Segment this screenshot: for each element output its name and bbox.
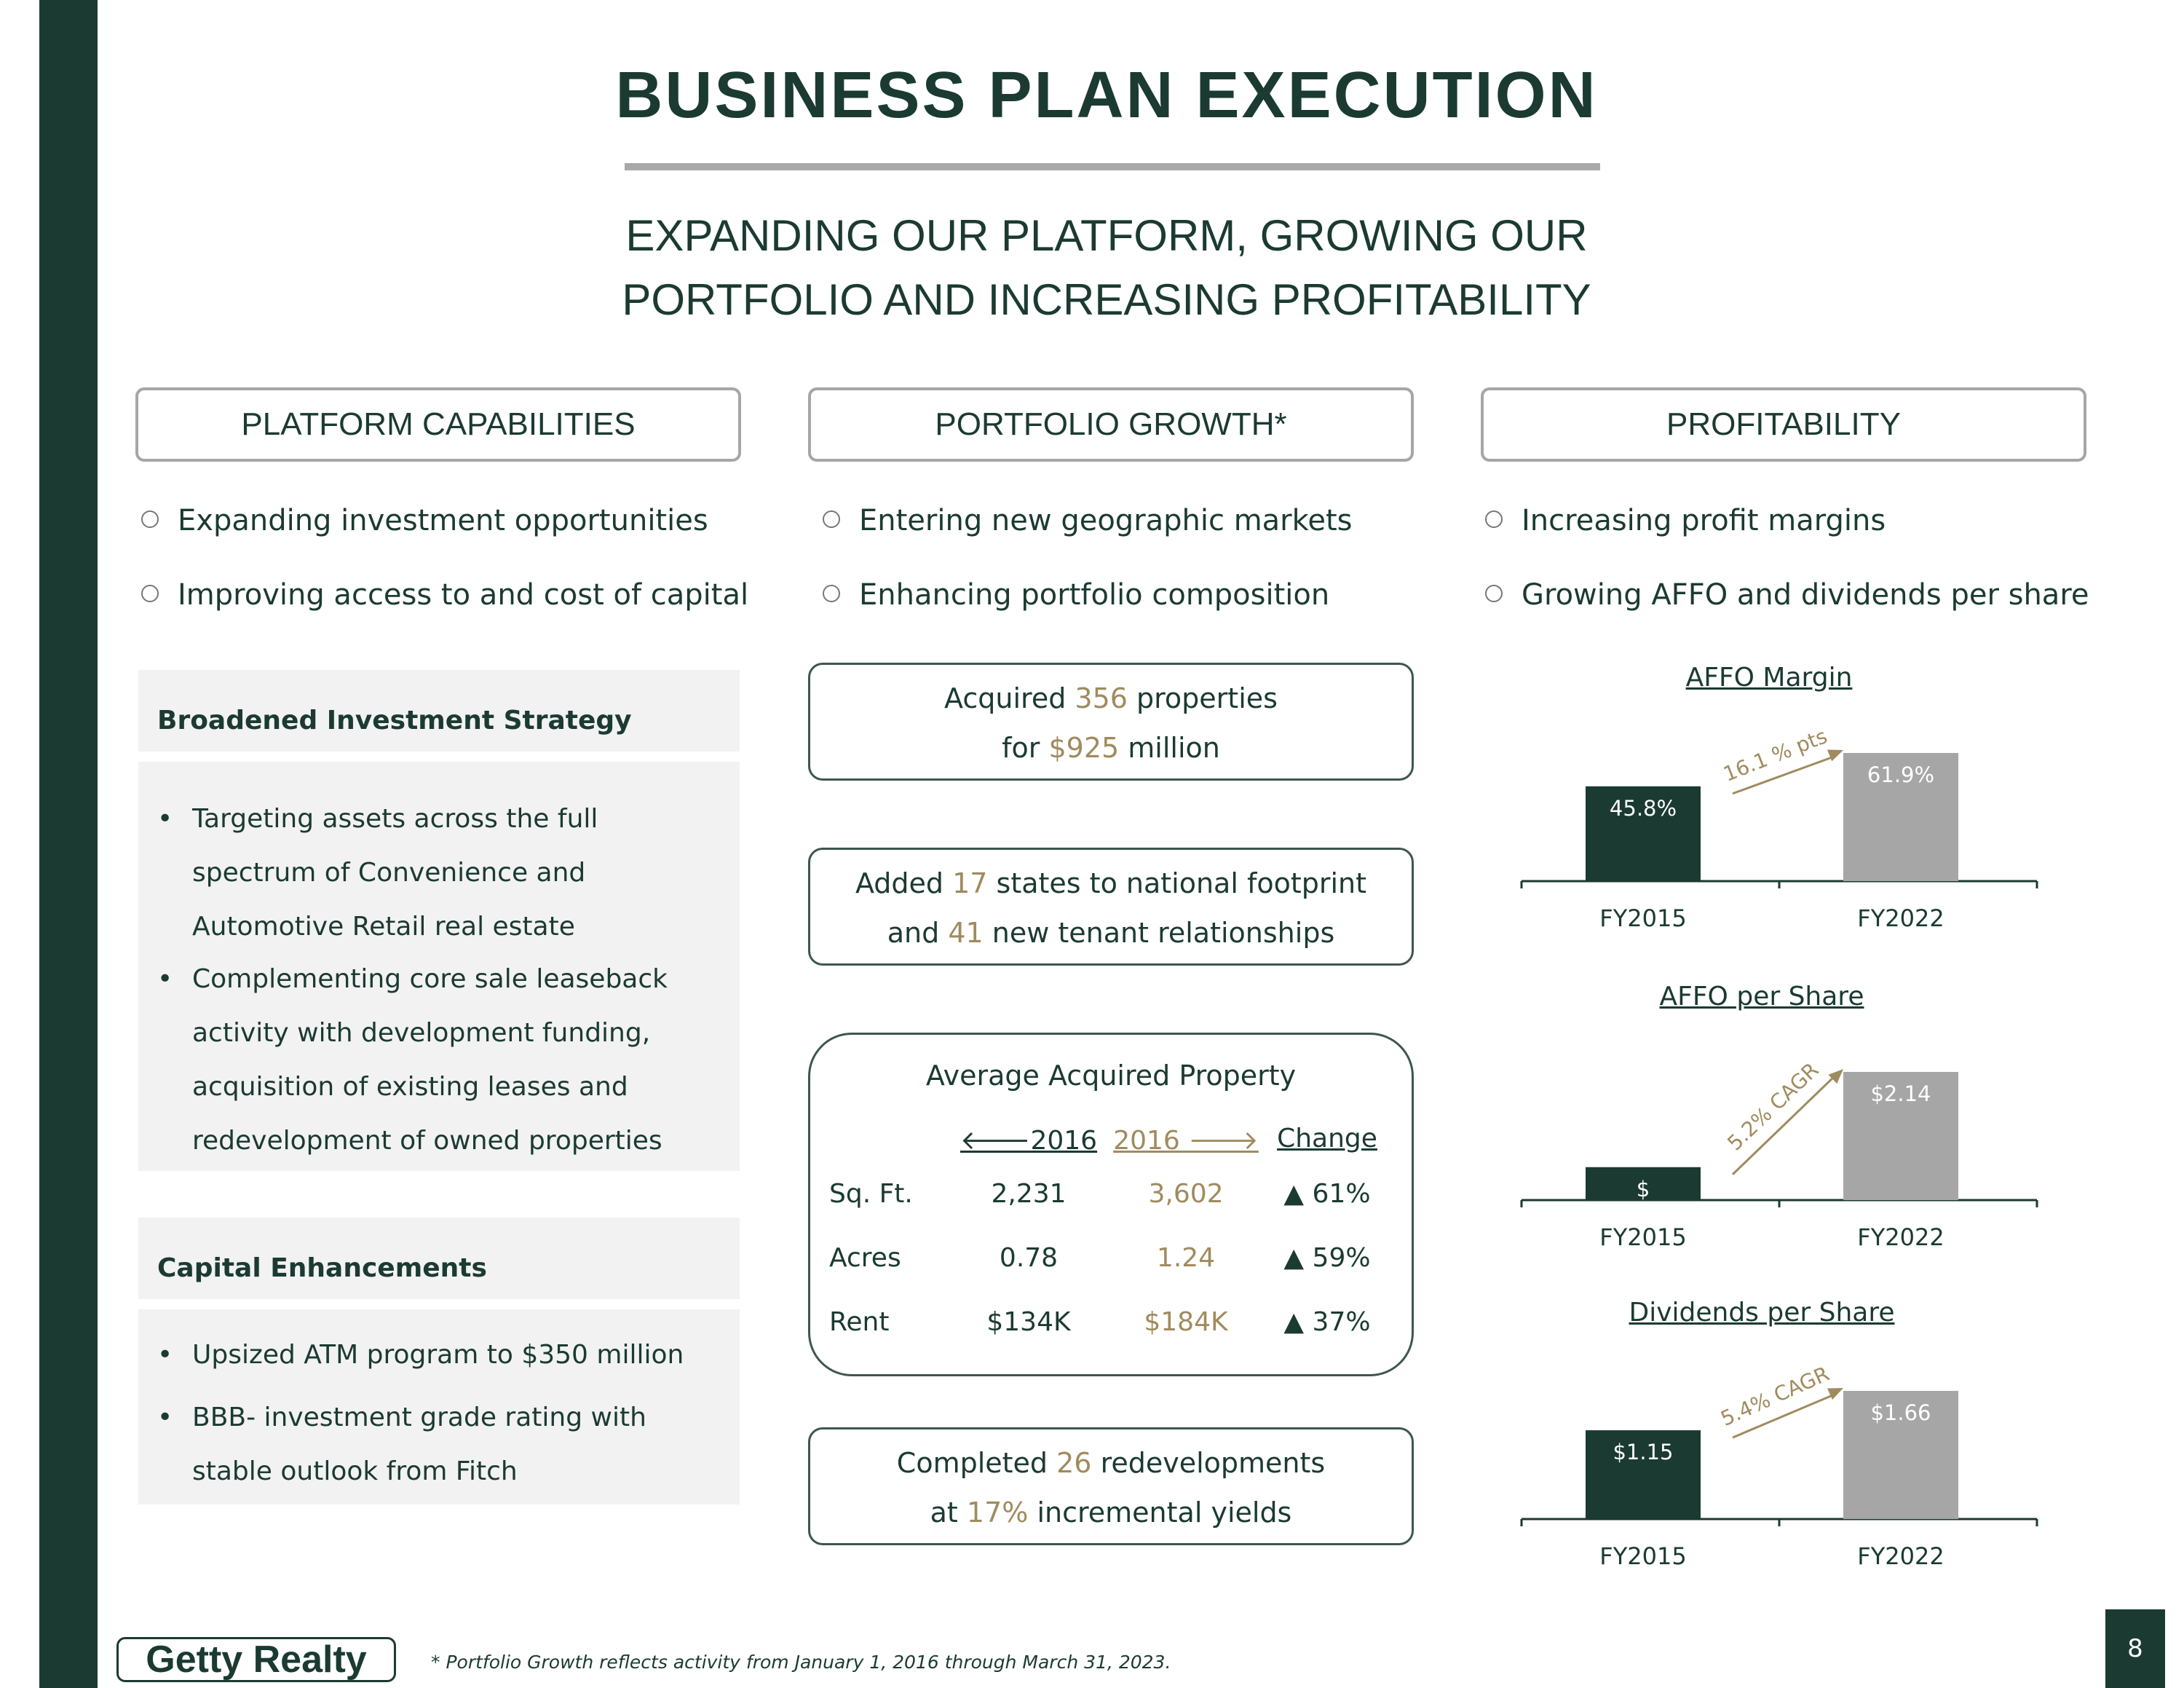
page-subtitle: EXPANDING OUR PLATFORM, GROWING OUR PORT… — [0, 204, 2184, 332]
capital-panel-heading: Capital Enhancements — [138, 1218, 740, 1299]
x-tick-label: FY2022 — [1857, 904, 1944, 932]
row-change: ▲ 59% — [1283, 1243, 1371, 1273]
page-title: BUSINESS PLAN EXECUTION — [615, 59, 1598, 132]
bullet-item: Expanding investment opportunities — [141, 504, 708, 537]
box-line-1: Added 17 states to national footprint — [855, 867, 1367, 899]
bar-fy2015 — [1586, 786, 1701, 881]
growth-arrow — [1732, 1392, 1837, 1439]
list-item: Upsized ATM program to $350 million — [157, 1328, 724, 1382]
capital-panel-body: Upsized ATM program to $350 million BBB-… — [138, 1309, 740, 1504]
circle-bullet-icon — [823, 510, 840, 528]
bar-fy2015 — [1586, 1167, 1701, 1200]
growth-arrow — [1732, 754, 1837, 795]
row-change: ▲ 61% — [1283, 1179, 1371, 1209]
getty-realty-logo: Getty Realty — [116, 1637, 396, 1682]
bar-label: $ — [1637, 1177, 1650, 1202]
growth-annotation: 5.2% CAGR — [1722, 1058, 1823, 1156]
row-value-before: $134K — [986, 1307, 1071, 1337]
chart-affo-per-share: $ FY2015 $2.14 FY2022 5.2% CAGR — [1520, 1058, 2038, 1251]
list-item: BBB- investment grade rating with stable… — [157, 1391, 724, 1499]
circle-bullet-icon — [1485, 585, 1503, 602]
row-label: Sq. Ft. — [829, 1179, 913, 1209]
list-item: Targeting assets across the full spectru… — [157, 792, 724, 954]
circle-bullet-icon — [141, 510, 159, 528]
subtitle-line-1: EXPANDING OUR PLATFORM, GROWING OUR — [625, 211, 1588, 260]
added-states-box: Added 17 states to national footprint an… — [808, 848, 1414, 966]
bar-fy2015 — [1586, 1430, 1701, 1519]
row-value-before: 0.78 — [999, 1243, 1059, 1273]
bar-label: $1.15 — [1613, 1440, 1673, 1464]
x-tick-label: FY2015 — [1599, 1223, 1686, 1251]
completed-redevelopments-box: Completed 26 redevelopments at 17% incre… — [808, 1427, 1414, 1545]
growth-arrowhead — [1828, 1069, 1843, 1084]
left-accent-bar — [39, 0, 98, 1688]
row-value-after: 1.24 — [1156, 1243, 1216, 1273]
box-line-1: Acquired 356 properties — [944, 682, 1278, 714]
bullet-item: Improving access to and cost of capital — [141, 578, 748, 612]
row-change: ▲ 37% — [1283, 1307, 1371, 1337]
bullet-item: Enhancing portfolio composition — [823, 578, 1329, 612]
subtitle-line-2: PORTFOLIO AND INCREASING PROFITABILITY — [622, 275, 1591, 324]
acquired-properties-box: Acquired 356 properties for $925 million — [808, 663, 1414, 781]
table-title: Average Acquired Property — [925, 1060, 1297, 1092]
column-header-after: 2016 🡒 — [1113, 1126, 1259, 1156]
circle-bullet-icon — [823, 585, 840, 602]
profitability-heading: PROFITABILITY — [1481, 387, 2086, 462]
x-tick-label: FY2022 — [1857, 1542, 1944, 1570]
strategy-panel-body: Targeting assets across the full spectru… — [138, 762, 740, 1171]
list-item: Complementing core sale leaseback activi… — [157, 953, 724, 1168]
growth-arrow — [1731, 1073, 1837, 1175]
bar-fy2022 — [1843, 1072, 1958, 1200]
growth-arrowhead — [1827, 1388, 1843, 1400]
x-tick-label: FY2015 — [1599, 904, 1686, 932]
page-number: 8 — [2105, 1609, 2165, 1688]
chart-title-affo-per-share: AFFO per Share — [1659, 982, 1864, 1011]
box-line-2: for $925 million — [1002, 732, 1220, 764]
circle-bullet-icon — [1485, 510, 1503, 528]
strategy-panel-heading: Broadened Investment Strategy — [138, 670, 740, 752]
footnote: * Portfolio Growth reflects activity fro… — [431, 1652, 1171, 1673]
portfolio-growth-heading: PORTFOLIO GROWTH* — [808, 387, 1414, 462]
chart-title-affo-margin: AFFO Margin — [1685, 663, 1853, 693]
row-label: Acres — [829, 1243, 901, 1273]
bullet-item: Growing AFFO and dividends per share — [1485, 578, 2089, 612]
column-header-change: Change — [1277, 1124, 1377, 1153]
circle-bullet-icon — [141, 585, 159, 602]
platform-capabilities-heading: PLATFORM CAPABILITIES — [135, 387, 741, 462]
row-value-after: $184K — [1144, 1307, 1228, 1337]
box-line-2: and 41 new tenant relationships — [887, 917, 1335, 949]
bar-label: 61.9% — [1867, 762, 1934, 787]
growth-arrowhead — [1827, 749, 1843, 762]
chart-title-dividends-per-share: Dividends per Share — [1629, 1298, 1895, 1328]
x-tick-label: FY2015 — [1599, 1542, 1686, 1570]
bullet-item: Increasing profit margins — [1485, 504, 1886, 537]
bar-fy2022 — [1843, 753, 1958, 881]
bar-label: $2.14 — [1870, 1081, 1931, 1106]
x-tick-label: FY2022 — [1857, 1223, 1944, 1251]
title-divider — [625, 163, 1600, 170]
bar-fy2022 — [1843, 1391, 1958, 1519]
average-acquired-property-table: Average Acquired Property 🡐2016 2016 🡒 C… — [808, 1033, 1414, 1376]
box-line-2: at 17% incremental yields — [930, 1496, 1292, 1529]
row-label: Rent — [829, 1307, 890, 1337]
column-header-before: 🡐2016 — [960, 1126, 1098, 1156]
bar-label: $1.66 — [1870, 1400, 1931, 1425]
bullet-item: Entering new geographic markets — [823, 504, 1353, 537]
row-value-before: 2,231 — [991, 1179, 1067, 1209]
box-line-1: Completed 26 redevelopments — [896, 1447, 1326, 1479]
bar-label: 45.8% — [1610, 796, 1677, 821]
row-value-after: 3,602 — [1148, 1179, 1224, 1209]
